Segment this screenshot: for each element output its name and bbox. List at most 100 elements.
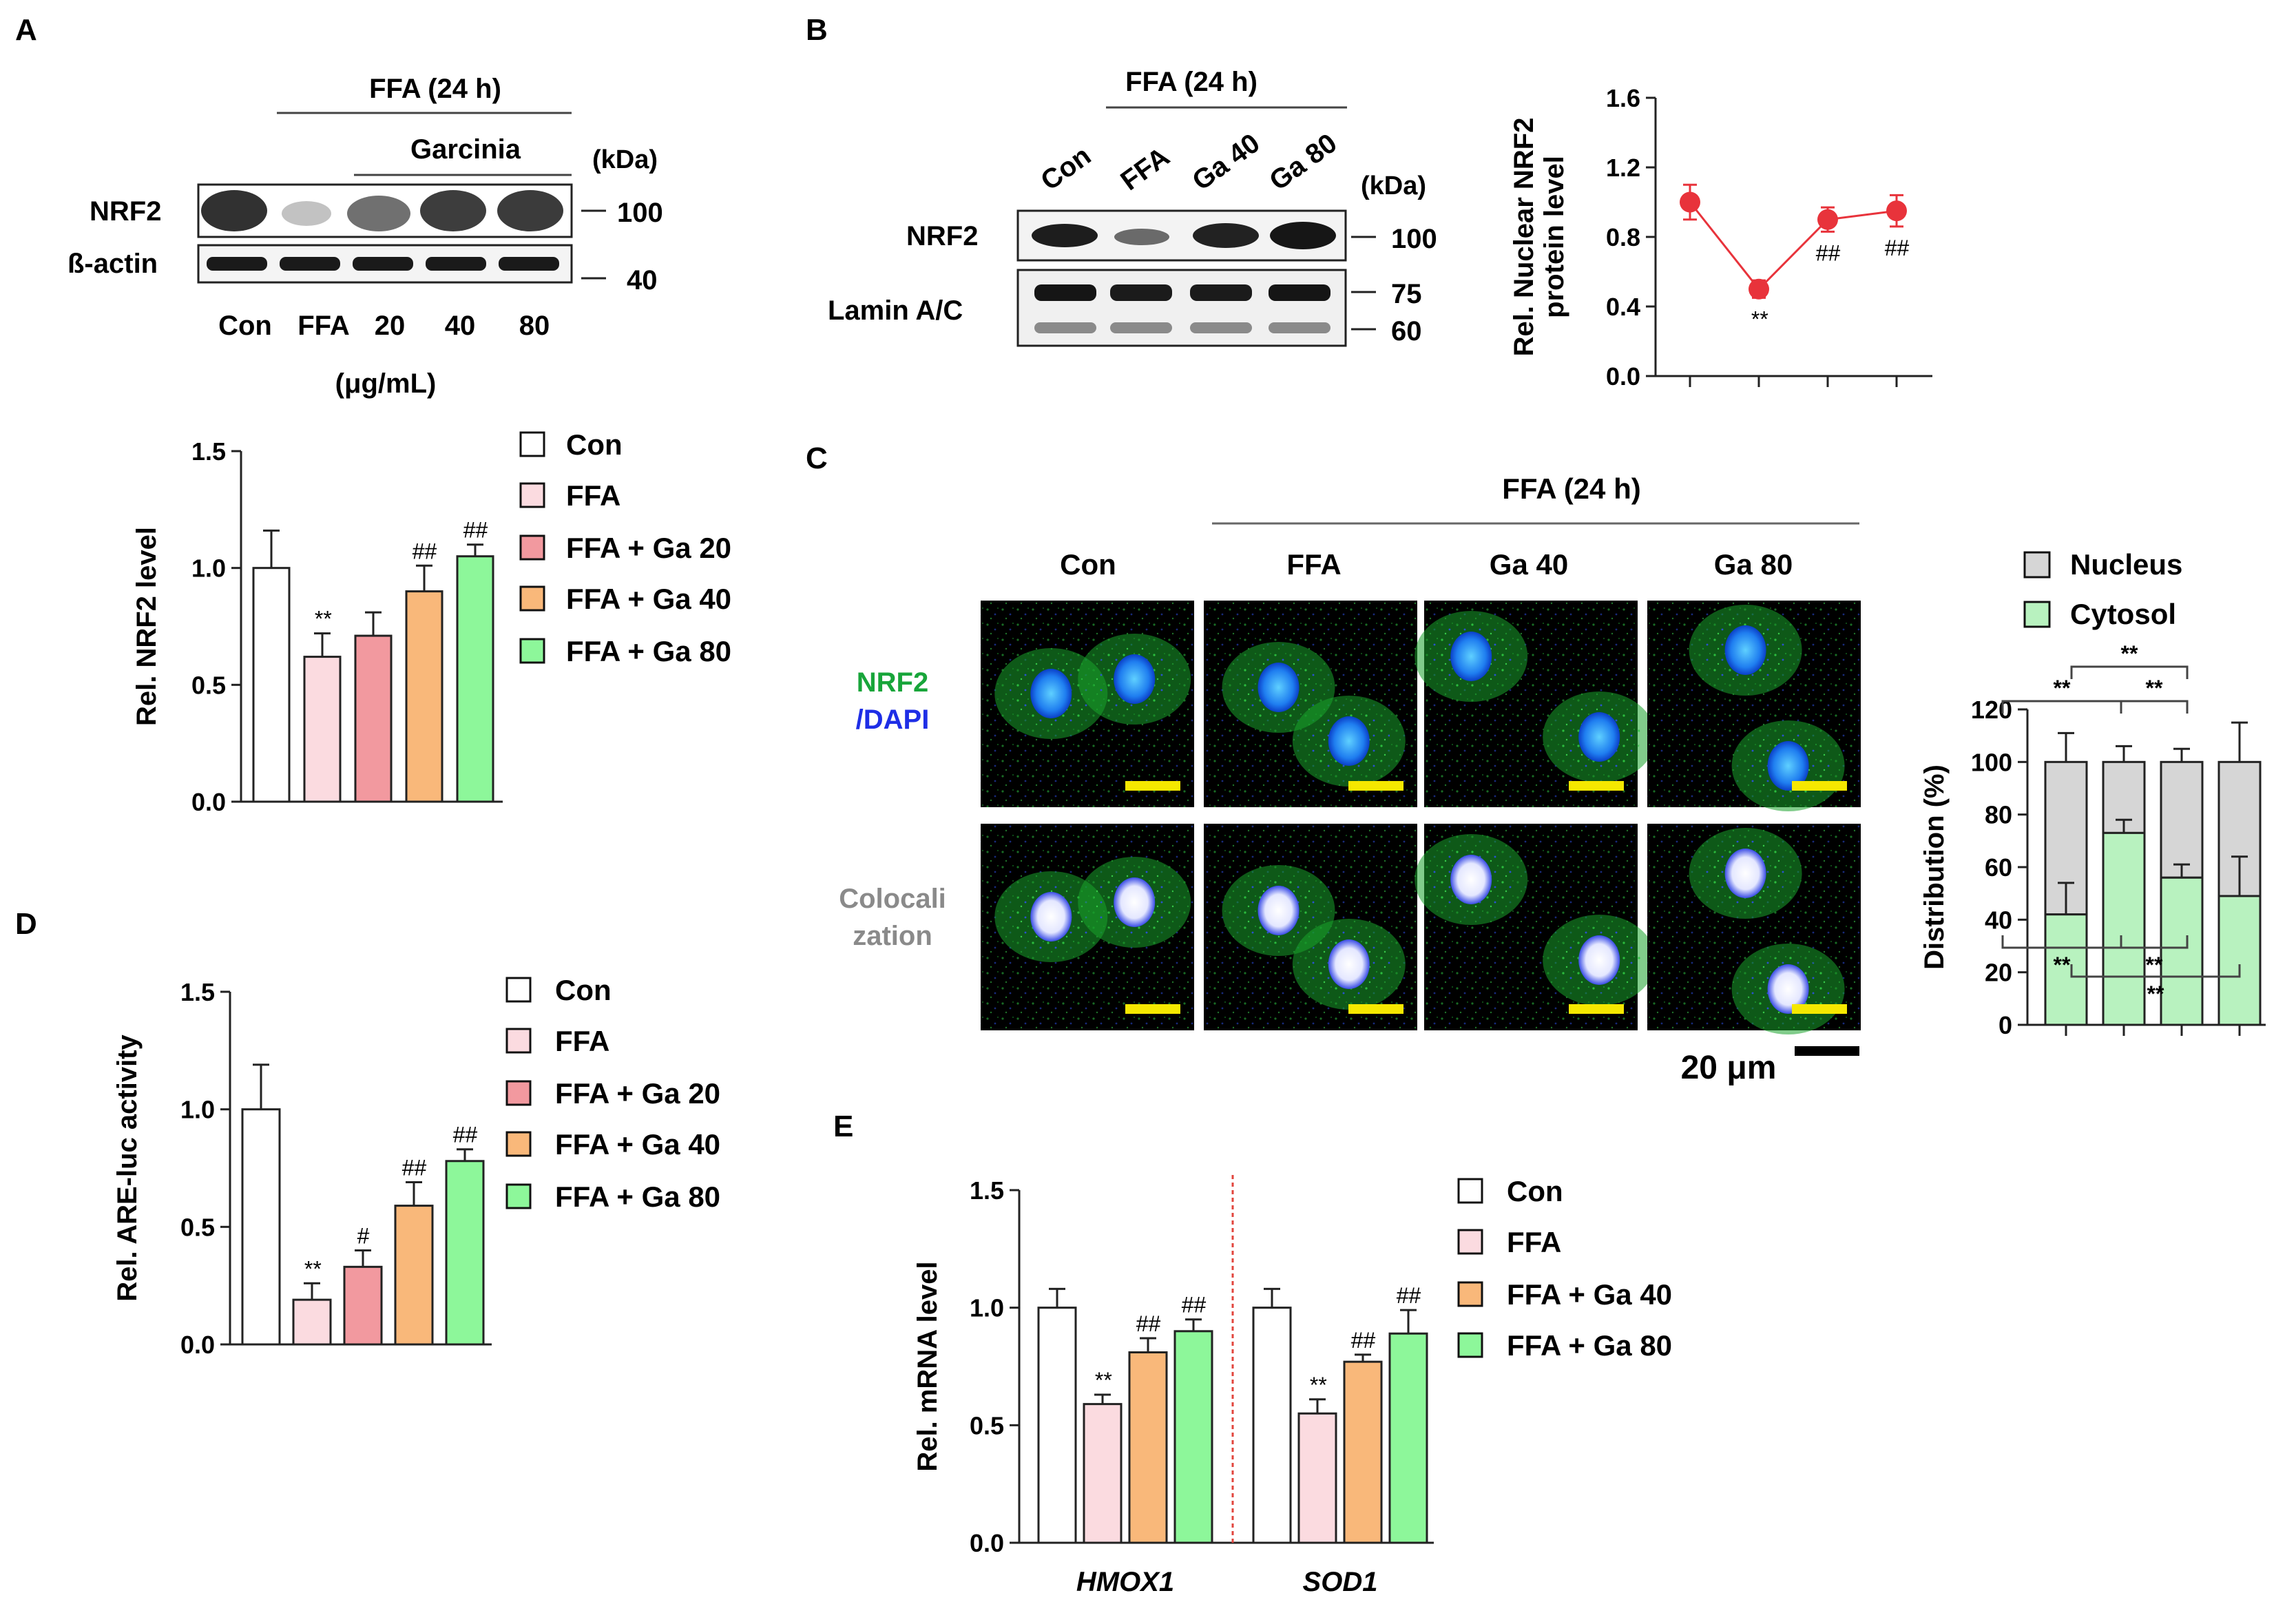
- chart-c-y-tick-label: 80: [1985, 801, 2012, 829]
- legend-c-swatch-nucleus: [2023, 551, 2051, 579]
- cell-nucleus: [1578, 935, 1620, 985]
- chart-a-bar: [354, 634, 393, 803]
- panel-a-blot-label-nrf2: NRF2: [90, 196, 161, 227]
- panel-b-blot-label-nrf2: NRF2: [906, 221, 978, 251]
- panel-b-blot-lamin: [1016, 269, 1347, 347]
- chart-a-y-tick-label: 0.5: [191, 671, 226, 699]
- panel-c-row-label-coloc-2: zation: [853, 921, 932, 951]
- panel-b-lane-ffa: FFA: [1115, 141, 1175, 196]
- panel-b-marker-75: 75: [1391, 279, 1422, 309]
- chart-c-cytosol-bar: [2102, 831, 2146, 1026]
- chart-e-bar: [1037, 1307, 1077, 1544]
- panel-a-blot-label-actin: ß-actin: [67, 249, 158, 279]
- legend-a-swatch-con: [519, 431, 545, 457]
- panel-b: B FFA (24 h) Con FFA Ga 40 Ga 80 (kDa) N…: [806, 13, 1932, 391]
- legend-a-swatch-ffa: [519, 482, 545, 508]
- panel-a-lane-80: 80: [519, 311, 550, 341]
- panel-b-blot-nrf2-bands: [1032, 222, 1336, 249]
- panel-c-col-ffa: FFA: [1286, 548, 1341, 581]
- panel-c-column-labels: Con FFA Ga 40 Ga 80: [1060, 548, 1793, 581]
- chart-c-y-tick-label: 0: [1998, 1011, 2012, 1039]
- chart-b-y-label-1: Rel. Nuclear NRF2: [1509, 118, 1539, 357]
- chart-a-annotation: ##: [463, 518, 488, 543]
- chart-d: 0.00.51.01.5**#####Rel. ARE-luc activity: [112, 978, 492, 1359]
- legend-e-swatch-ga40: [1457, 1281, 1483, 1307]
- chart-b-annotation: ##: [1884, 236, 1910, 260]
- chart-d-bar: [292, 1298, 332, 1346]
- legend-d-swatch-ga80: [505, 1183, 532, 1209]
- cell-nucleus: [1767, 964, 1809, 1014]
- legend-a-label-ffa: FFA: [566, 479, 620, 512]
- chart-d-y-tick-label: 1.0: [180, 1096, 215, 1124]
- panel-a-letter: A: [15, 13, 37, 47]
- chart-d-bar: [241, 1108, 281, 1346]
- chart-d-bar: [394, 1205, 434, 1346]
- chart-b-point: [1749, 278, 1769, 300]
- cell-nucleus: [1724, 625, 1766, 675]
- panel-b-lane-labels: Con FFA Ga 40 Ga 80: [1035, 128, 1342, 197]
- legend-a-swatch-ga40: [519, 585, 545, 612]
- panel-a-kda: (kDa): [592, 145, 658, 174]
- chart-e-annotation: ##: [1396, 1283, 1421, 1308]
- chart-c-sig-label: **: [2146, 676, 2163, 700]
- legend-e-label-con: Con: [1507, 1175, 1563, 1207]
- cell-nucleus: [1257, 663, 1300, 712]
- cell-nucleus: [1578, 712, 1620, 762]
- chart-c-cytosol-bar: [2160, 876, 2204, 1026]
- chart-b-series-line: [1689, 201, 1897, 291]
- cell-nucleus: [1257, 886, 1300, 935]
- chart-e-bar: [1388, 1332, 1428, 1544]
- chart-e: 0.0 0.5 1.0 1.5 ** ## ## HMOX1 ** ## ## SOD1 Rel. mR…: [912, 1175, 1434, 1597]
- chart-b-y-tick-label: 1.6: [1606, 84, 1640, 112]
- panel-b-treatment-header: FFA (24 h): [1125, 67, 1257, 97]
- legend-d: Con FFA FFA + Ga 20 FFA + Ga 40 FFA + Ga…: [505, 974, 720, 1213]
- micrograph-scale-bar: [1125, 1004, 1180, 1014]
- chart-e-annotation: ##: [1350, 1328, 1376, 1353]
- panel-c-scale-label: 20 μm: [1681, 1050, 1777, 1086]
- panel-c-row-label-nrf2: NRF2: [857, 667, 928, 698]
- legend-e-label-ffa: FFA: [1507, 1226, 1561, 1258]
- chart-e-annotation: **: [1309, 1373, 1327, 1397]
- chart-c-sig-bracket: [2001, 700, 2122, 714]
- chart-a: 0.0 0.5 1.0 1.5 ** ## ## Rel. NRF2 level: [132, 437, 503, 816]
- cell-nucleus: [1328, 939, 1370, 989]
- panel-a-lane-labels: Con FFA 20 40 80: [218, 311, 550, 341]
- cell-nucleus: [1114, 654, 1156, 704]
- chart-d-y-tick-label: 0.5: [180, 1213, 215, 1241]
- chart-a-y-tick-label: 0.0: [191, 788, 226, 816]
- chart-c-y-tick-label: 20: [1985, 959, 2012, 987]
- chart-a-y-tick-label: 1.5: [191, 437, 226, 466]
- panel-a-marker-40: 40: [627, 265, 658, 295]
- micrograph-scale-bar: [1125, 781, 1180, 791]
- chart-e-y-tick-label: 0.5: [970, 1411, 1004, 1439]
- chart-c-sig-label: **: [2054, 676, 2071, 700]
- chart-c-sig-bracket: [2120, 935, 2189, 949]
- chart-d-bar: [343, 1265, 383, 1346]
- chart-a-y-tick-label: 1.0: [191, 554, 226, 583]
- chart-e-group-label: HMOX1: [1076, 1567, 1174, 1597]
- chart-a-annotation: ##: [412, 539, 437, 563]
- legend-e-swatch-ffa: [1457, 1229, 1483, 1255]
- legend-e-swatch-con: [1457, 1178, 1483, 1204]
- chart-e-bar: [1252, 1307, 1292, 1544]
- chart-b: 0.0 0.4 0.8 1.2 1.6 ** ## ## Rel. Nuclear NRF2 pr…: [1509, 84, 1932, 391]
- chart-a-bar: [456, 555, 494, 803]
- panel-a-treatment-header: FFA (24 h): [369, 74, 501, 104]
- chart-c-sig-label: **: [2147, 981, 2164, 1006]
- panel-e: E 0.0 0.5 1.0 1.5 ** ## ## HMOX1 ** ## ## SOD1 Rel. …: [833, 1110, 1672, 1597]
- chart-d-annotation: **: [304, 1256, 322, 1281]
- cell-nucleus: [1030, 669, 1072, 718]
- panel-a-lane-con: Con: [218, 311, 272, 341]
- chart-a-bar: [303, 656, 342, 803]
- legend-e-swatch-ga80: [1457, 1332, 1483, 1358]
- legend-a-swatch-ga20: [519, 534, 545, 561]
- chart-c-cytosol-bar: [2044, 913, 2088, 1026]
- legend-d-label-ffa: FFA: [555, 1025, 609, 1057]
- chart-e-bar: [1083, 1403, 1123, 1544]
- chart-e-bar: [1297, 1412, 1337, 1544]
- chart-b-y-tick-label: 1.2: [1606, 154, 1640, 182]
- chart-d-y-tick-label: 0.0: [180, 1331, 215, 1359]
- panel-d-letter: D: [15, 907, 37, 941]
- chart-e-y-tick-label: 1.0: [970, 1294, 1004, 1322]
